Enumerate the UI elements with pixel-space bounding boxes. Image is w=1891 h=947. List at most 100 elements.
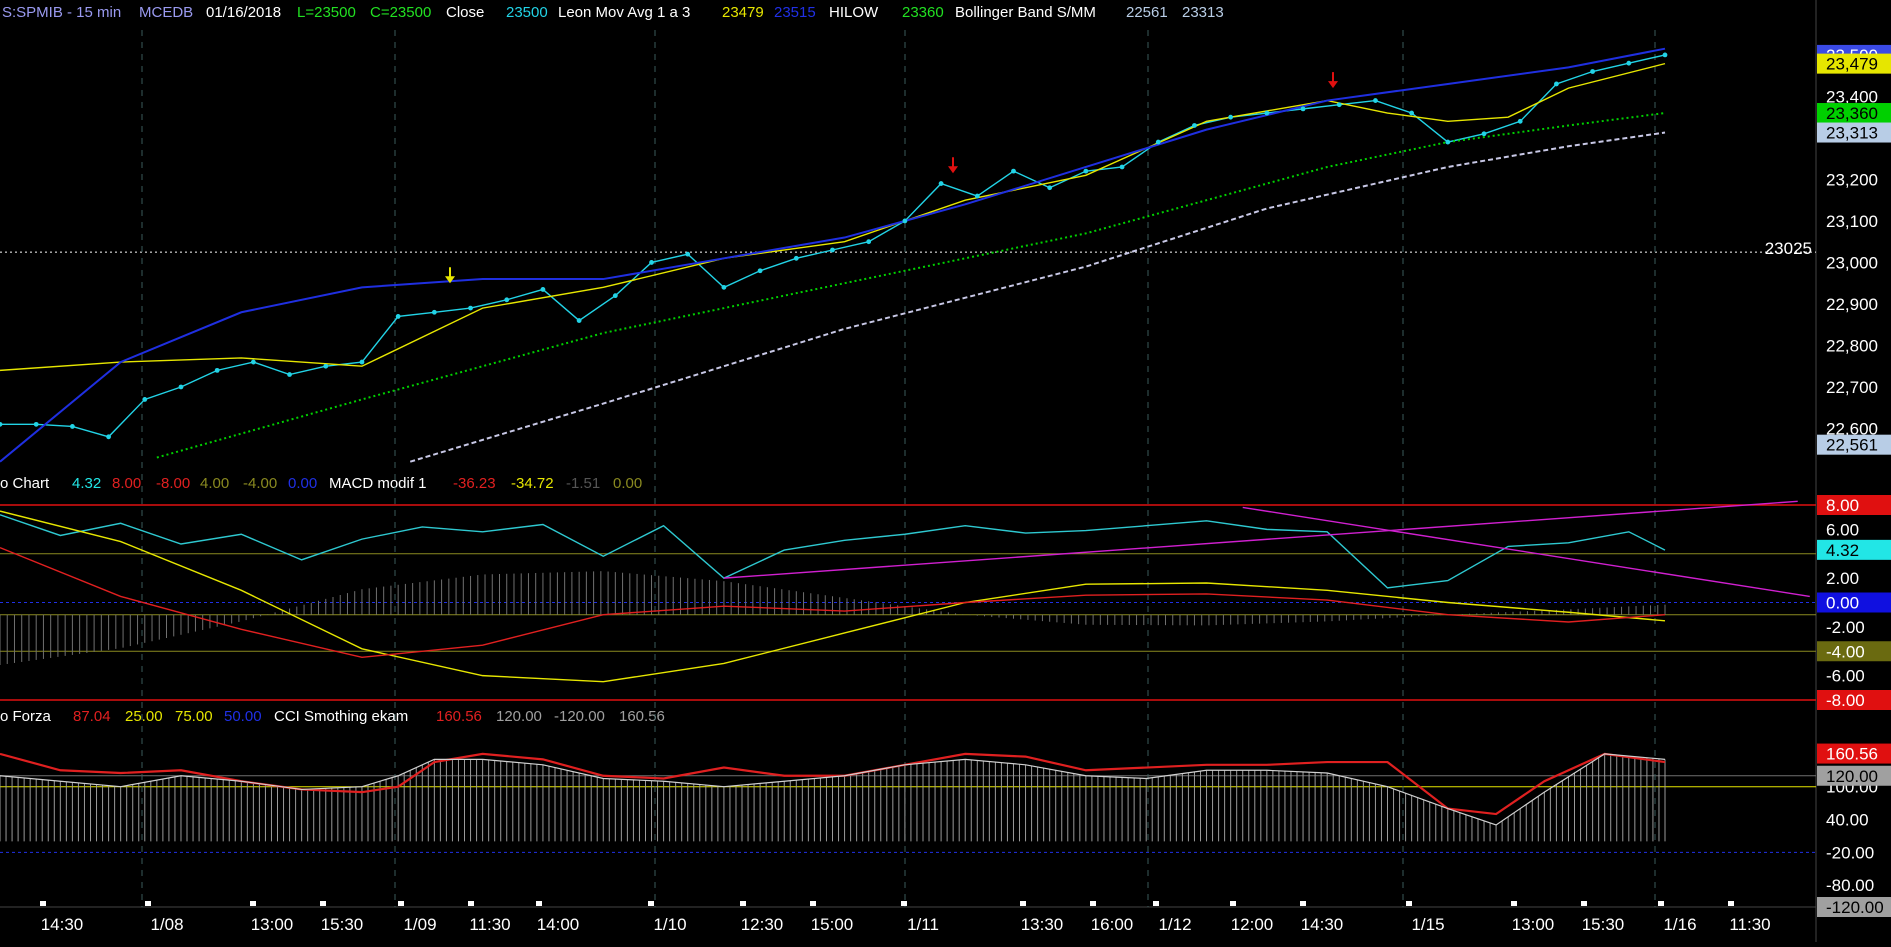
y-tick-label: 2.00 xyxy=(1826,569,1859,588)
macd-legend-m3: -1.51 xyxy=(566,475,600,492)
price-point xyxy=(649,260,654,265)
macd-legend-v6: 0.00 xyxy=(288,475,317,492)
legend-last: L=23500 xyxy=(297,4,356,21)
y-tick-label: -6.00 xyxy=(1826,667,1865,686)
price-point xyxy=(359,359,365,365)
time-tick-label: 16:00 xyxy=(1091,915,1134,934)
macd-legend-m1: -36.23 xyxy=(453,475,496,492)
time-tick-label: 1/08 xyxy=(150,915,183,934)
value-badge xyxy=(1817,690,1891,710)
legend-close-label: Close xyxy=(446,4,484,21)
histogram-layer xyxy=(0,571,1666,842)
time-tick-label: 1/10 xyxy=(653,915,686,934)
y-tick-label: 23,100 xyxy=(1826,212,1878,231)
price-point xyxy=(468,305,473,311)
price-point xyxy=(1228,114,1234,120)
price-legend: S:SPMIB - 15 min MCEDB 01/16/2018 L=2350… xyxy=(2,4,1224,21)
price-point xyxy=(1662,52,1668,58)
cci-legend-c2: 120.00 xyxy=(496,708,542,725)
time-tick-mark xyxy=(1581,901,1587,906)
time-tick-label: 15:30 xyxy=(1582,915,1625,934)
price-point xyxy=(1626,60,1632,66)
cci-legend-c4: 160.56 xyxy=(619,708,665,725)
y-tick-label: 40.00 xyxy=(1826,811,1869,830)
cci-legend-c1: 160.56 xyxy=(436,708,482,725)
time-tick-label: 1/16 xyxy=(1663,915,1696,934)
legend-bollinger-value2: 23313 xyxy=(1182,4,1224,21)
time-tick-label: 1/09 xyxy=(403,915,436,934)
legend-mov-avg-label: Leon Mov Avg 1 a 3 xyxy=(558,4,690,21)
value-badge xyxy=(1817,539,1891,560)
time-tick-mark xyxy=(320,901,326,906)
y-tick-label: 22,700 xyxy=(1826,378,1878,397)
price-point xyxy=(1155,139,1161,145)
price-point xyxy=(1409,110,1415,116)
y-tick-label: 22,600 xyxy=(1826,419,1878,438)
macd-legend-v3: -8.00 xyxy=(156,475,190,492)
time-tick-label: 11:30 xyxy=(469,915,510,934)
chart-background xyxy=(0,0,1816,907)
cci-legend-v3: 75.00 xyxy=(175,708,213,725)
price-point xyxy=(178,384,184,390)
price-point xyxy=(1011,168,1016,174)
time-tick-mark xyxy=(250,901,256,906)
time-tick-mark xyxy=(1020,901,1026,906)
time-tick-label: 12:00 xyxy=(1231,915,1274,934)
price-point xyxy=(0,421,3,427)
time-tick-mark xyxy=(536,901,542,906)
legend-mov-avg-value2: 23515 xyxy=(774,4,816,21)
legend-mov-avg-value: 23479 xyxy=(722,4,764,21)
time-tick-label: 11:30 xyxy=(1729,915,1770,934)
macd-legend-v4: 4.00 xyxy=(200,475,229,492)
legend-bollinger-value1: 22561 xyxy=(1126,4,1168,21)
value-badge-label: 22,561 xyxy=(1826,436,1878,455)
series-line-bollinger-upper xyxy=(156,112,1666,459)
value-badge-label: 8.00 xyxy=(1826,496,1859,515)
time-tick-label: 13:00 xyxy=(1512,915,1555,934)
grid-layer xyxy=(0,30,1816,907)
legend-source: MCEDB xyxy=(139,4,193,21)
price-point xyxy=(504,297,510,303)
signal-down-arrow xyxy=(948,157,958,174)
legend-hilow-value: 23360 xyxy=(902,4,944,21)
price-point xyxy=(33,421,39,427)
price-point xyxy=(1481,131,1487,137)
time-tick-label: 15:00 xyxy=(811,915,854,934)
price-point xyxy=(902,218,908,224)
time-tick-mark xyxy=(398,901,404,906)
time-tick-label: 14:00 xyxy=(537,915,580,934)
price-point xyxy=(1445,139,1451,145)
value-badge xyxy=(1817,495,1891,515)
value-badge-label: 160.56 xyxy=(1826,745,1878,764)
time-tick-label: 14:30 xyxy=(41,915,84,934)
time-tick-mark xyxy=(40,901,46,906)
price-point xyxy=(612,293,618,299)
time-tick-label: 12:30 xyxy=(741,915,784,934)
series-line-leon-mov-avg-1-a-3 xyxy=(0,62,1666,372)
price-point xyxy=(1554,81,1559,87)
price-point xyxy=(1300,106,1306,112)
price-point xyxy=(1264,110,1270,116)
value-badge xyxy=(1817,53,1891,74)
y-tick-label: -20.00 xyxy=(1826,843,1874,862)
time-tick-mark xyxy=(1090,901,1096,906)
y-tick-label: 6.00 xyxy=(1826,520,1859,539)
price-point xyxy=(323,363,329,369)
series-line-trendline-down xyxy=(1242,506,1810,598)
macd-legend-label: o Chart xyxy=(0,475,50,492)
cci-legend-v4: 50.00 xyxy=(224,708,262,725)
value-badge-label: -8.00 xyxy=(1826,691,1865,710)
price-point xyxy=(540,287,546,292)
price-point xyxy=(250,359,256,365)
legend-bollinger-label: Bollinger Band S/MM xyxy=(955,4,1096,21)
cci-legend-v1: 87.04 xyxy=(73,708,111,725)
price-point xyxy=(866,239,872,245)
time-tick-label: 1/11 xyxy=(907,915,939,934)
value-badge-label: 4.32 xyxy=(1826,541,1859,560)
price-point xyxy=(685,251,691,257)
time-tick-label: 13:30 xyxy=(1021,915,1064,934)
time-tick-mark xyxy=(1153,901,1159,906)
value-badge-label: 23,360 xyxy=(1826,104,1878,123)
